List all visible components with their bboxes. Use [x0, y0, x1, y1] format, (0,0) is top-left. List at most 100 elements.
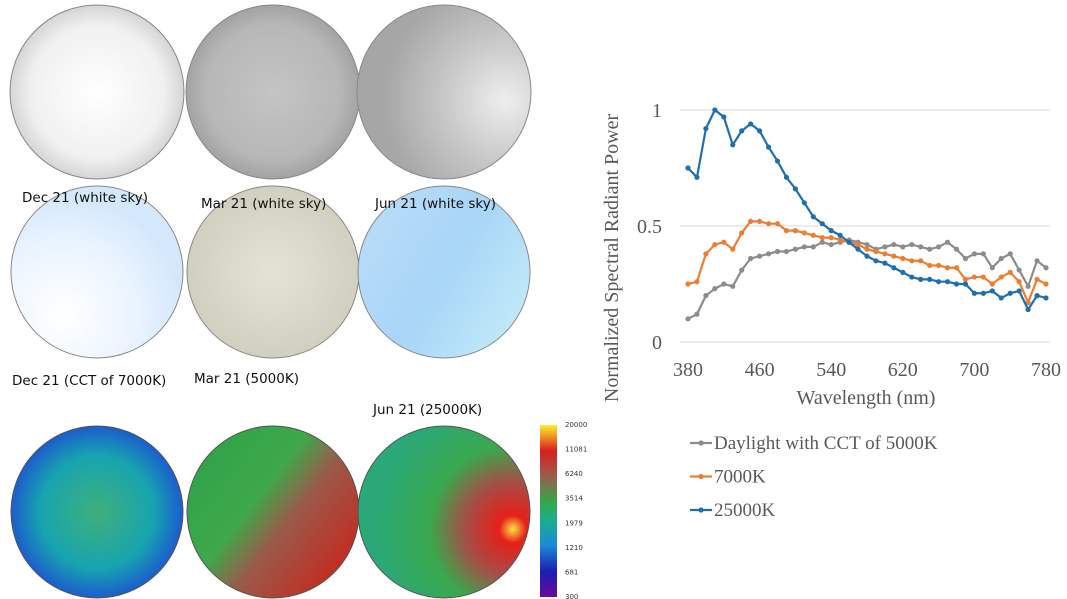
caption: Jun 21 (25000K) [372, 402, 482, 418]
x-tick-label: 380 [673, 359, 703, 381]
x-tick-label: 540 [816, 359, 846, 381]
data-point [712, 286, 717, 291]
data-point [757, 128, 762, 133]
data-point [945, 265, 950, 270]
data-point [703, 293, 708, 298]
data-point [694, 175, 699, 180]
caption: Jun 21 (white sky) [374, 196, 496, 212]
data-point [712, 107, 717, 112]
data-point [802, 200, 807, 205]
luminance-map [358, 426, 530, 598]
data-point [900, 270, 905, 275]
data-point [936, 263, 941, 268]
data-point [900, 256, 905, 261]
data-point [694, 279, 699, 284]
x-tick-label: 700 [959, 359, 989, 381]
data-point [936, 244, 941, 249]
data-point [927, 247, 932, 252]
luminance-map [11, 426, 183, 598]
data-point [748, 256, 753, 261]
data-point [775, 249, 780, 254]
x-axis-label: Wavelength (nm) [797, 387, 936, 409]
legend-marker [698, 440, 703, 445]
data-point [954, 265, 959, 270]
data-point [945, 240, 950, 245]
data-point [1026, 307, 1031, 312]
data-point [873, 258, 878, 263]
data-point [954, 247, 959, 252]
sky-dome [10, 5, 184, 179]
data-point [1008, 251, 1013, 256]
x-tick-label: 460 [745, 359, 775, 381]
legend-label: Daylight with CCT of 5000K [714, 433, 938, 454]
data-point [703, 126, 708, 131]
x-tick-label: 780 [1031, 359, 1061, 381]
data-point [990, 265, 995, 270]
data-point [721, 114, 726, 119]
data-point [766, 221, 771, 226]
data-point [918, 258, 923, 263]
data-point [838, 237, 843, 242]
caption: Dec 21 (CCT of 7000K) [12, 373, 166, 389]
data-point [918, 244, 923, 249]
series-line [688, 110, 1046, 310]
caption: Dec 21 (white sky) [22, 190, 148, 206]
colorbar-label: 20000 [565, 421, 587, 429]
legend-marker [698, 474, 703, 479]
data-point [864, 254, 869, 259]
data-point [739, 230, 744, 235]
data-point [811, 214, 816, 219]
data-point [820, 235, 825, 240]
y-tick-label: 0 [652, 332, 662, 354]
data-point [703, 251, 708, 256]
data-point [784, 175, 789, 180]
data-point [990, 288, 995, 293]
data-point [855, 242, 860, 247]
colorbar-label: 681 [565, 568, 578, 576]
data-point [1043, 265, 1048, 270]
data-point [864, 242, 869, 247]
data-point [882, 261, 887, 266]
sky-dome [357, 5, 531, 179]
data-point [730, 247, 735, 252]
data-point [1017, 288, 1022, 293]
colorbar-label: 11081 [565, 446, 587, 454]
data-point [1008, 291, 1013, 296]
data-point [793, 247, 798, 252]
data-point [1034, 258, 1039, 263]
data-point [936, 279, 941, 284]
data-point [1043, 281, 1048, 286]
data-point [999, 274, 1004, 279]
data-point [829, 242, 834, 247]
data-point [757, 219, 762, 224]
colorbar-label: 6240 [565, 470, 583, 478]
data-point [972, 291, 977, 296]
data-point [829, 235, 834, 240]
data-point [981, 274, 986, 279]
data-point [891, 265, 896, 270]
data-point [972, 251, 977, 256]
legend-label: 7000K [714, 467, 766, 488]
data-point [882, 251, 887, 256]
data-point [990, 281, 995, 286]
data-point [721, 281, 726, 286]
legend-marker [698, 507, 703, 512]
data-point [873, 249, 878, 254]
data-point [927, 277, 932, 282]
data-point [829, 228, 834, 233]
caption: Mar 21 (5000K) [194, 371, 299, 387]
data-point [739, 267, 744, 272]
chart: Wavelength (nm) Normalized Spectral Radi… [601, 100, 1061, 521]
luminance-map [187, 426, 359, 598]
sky-dome [11, 186, 183, 358]
data-point [730, 142, 735, 147]
data-point [820, 221, 825, 226]
data-point [909, 258, 914, 263]
data-point [694, 312, 699, 317]
data-point [999, 295, 1004, 300]
data-point [954, 281, 959, 286]
data-point [811, 233, 816, 238]
data-point [1008, 270, 1013, 275]
y-tick-label: 1 [652, 100, 662, 122]
